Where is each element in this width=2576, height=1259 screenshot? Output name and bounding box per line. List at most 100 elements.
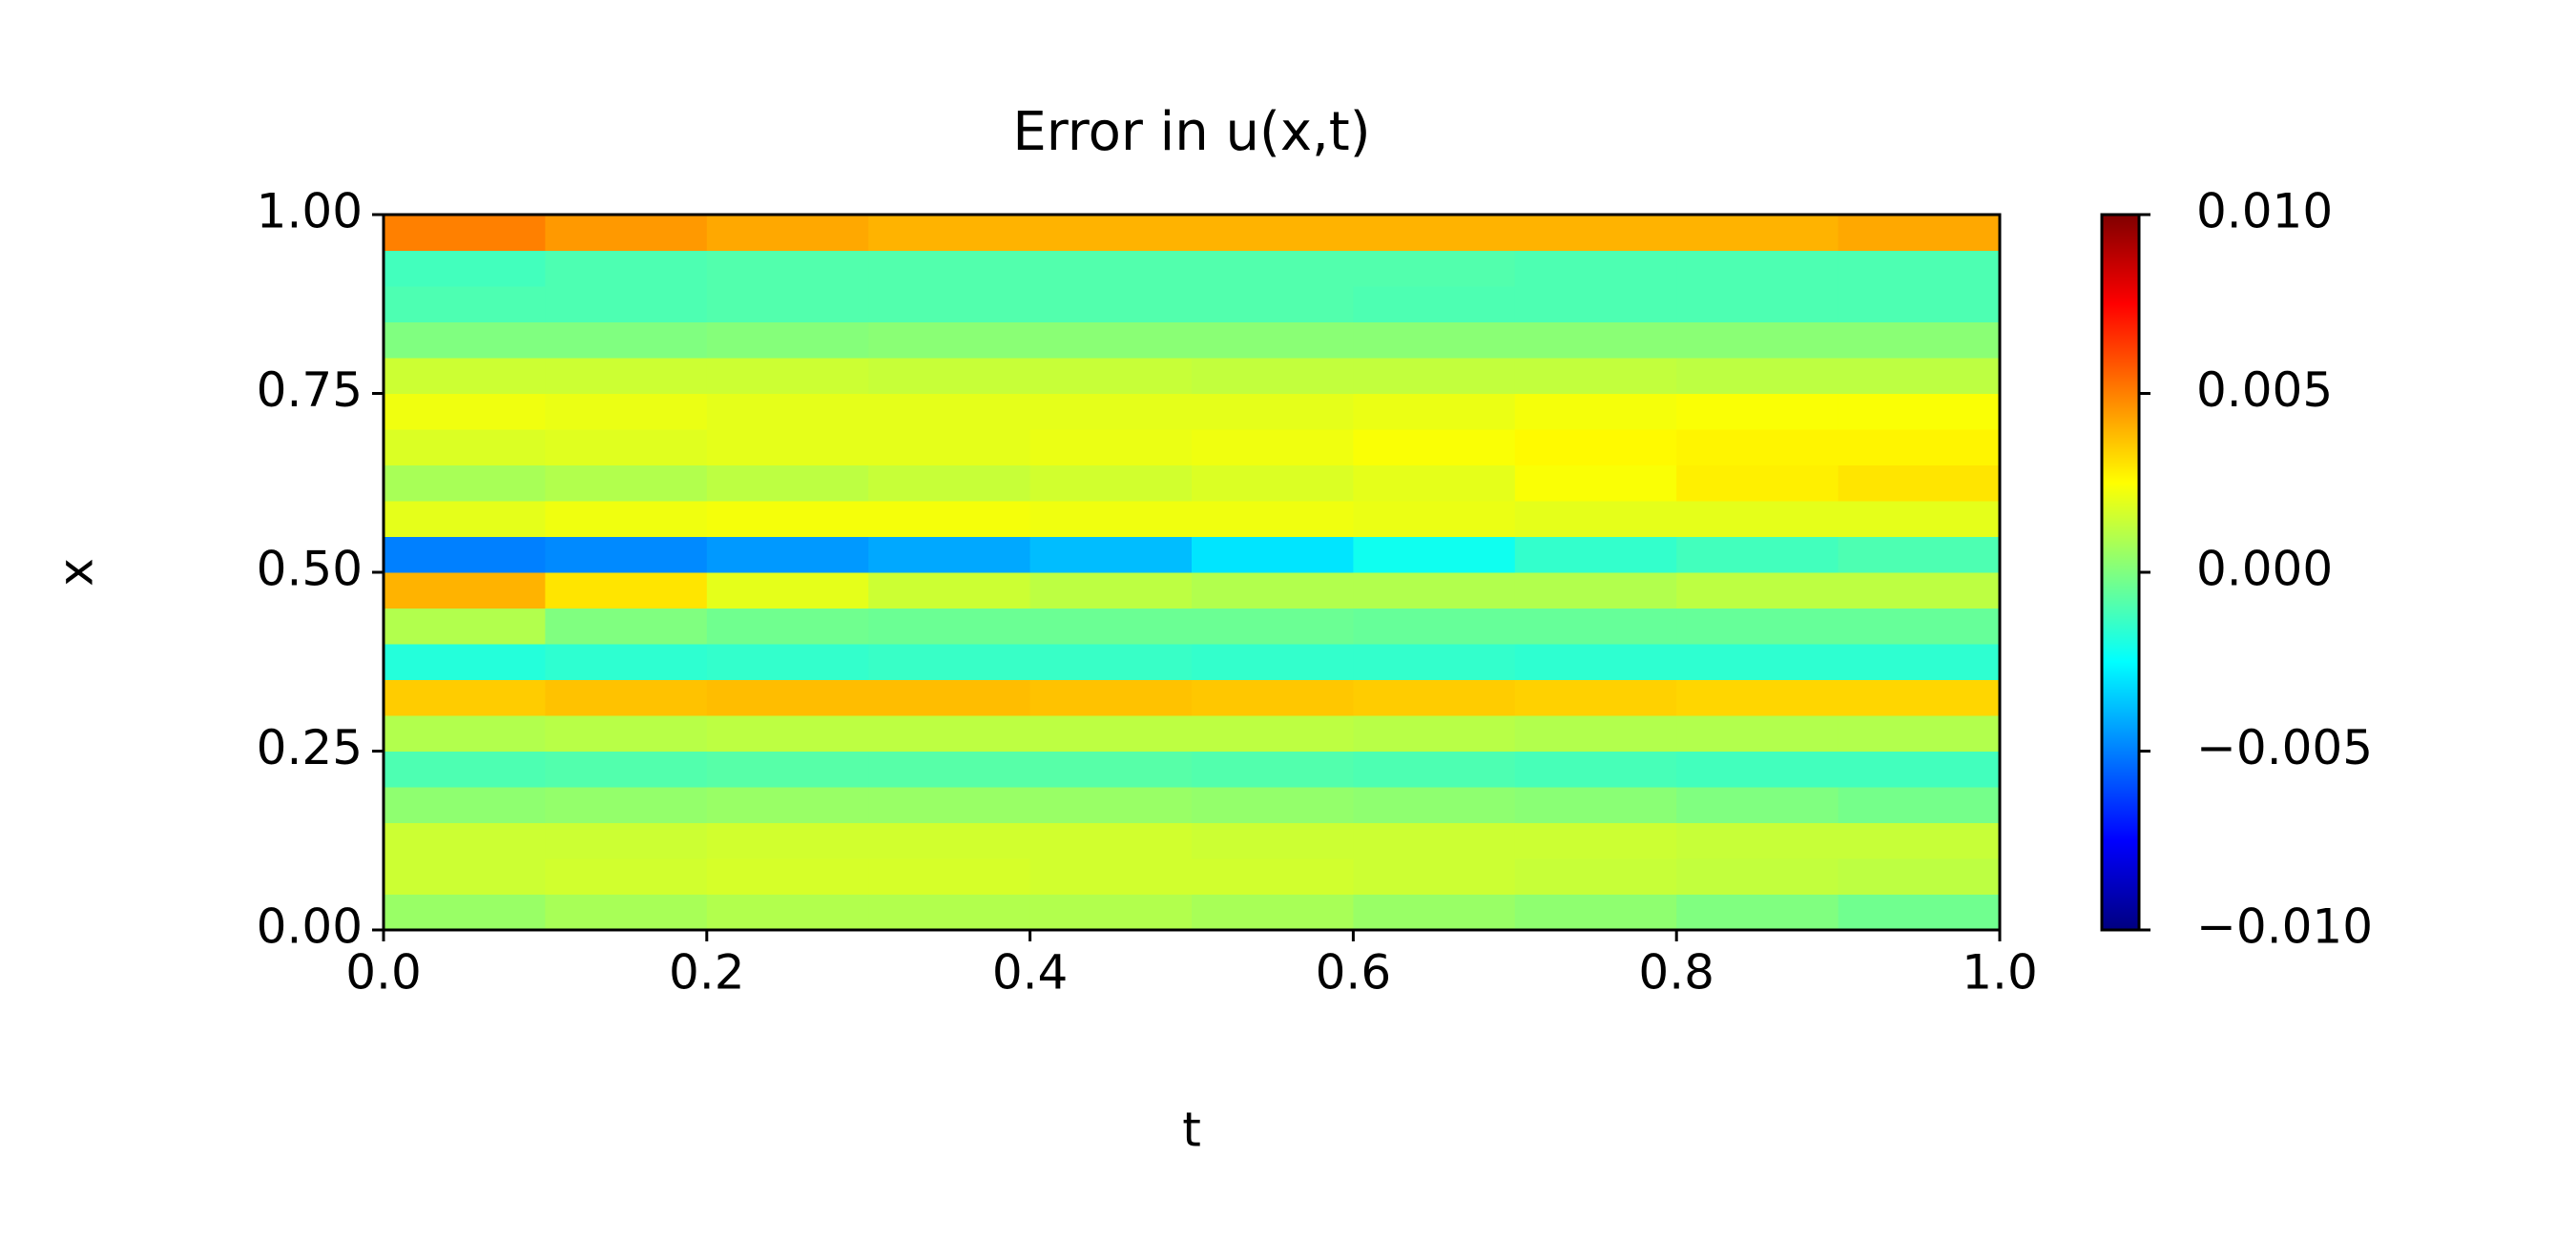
heatmap-cell — [1029, 894, 1193, 931]
heatmap-cell — [1029, 608, 1193, 645]
heatmap-cell — [868, 751, 1031, 788]
heatmap-cell — [868, 644, 1031, 680]
heatmap-cell — [1029, 429, 1193, 465]
y-tick-label: 1.00 — [257, 184, 363, 239]
heatmap-cell — [1676, 321, 1839, 359]
heatmap-cell — [1353, 572, 1516, 609]
heatmap-cell — [706, 536, 869, 573]
heatmap-cell — [545, 358, 708, 394]
heatmap-cell — [384, 644, 546, 680]
heatmap-cell — [1514, 358, 1677, 394]
heatmap-cell — [1514, 858, 1677, 895]
heatmap-cell — [1838, 286, 2001, 322]
heatmap-cell — [384, 464, 546, 502]
heatmap-cell — [706, 644, 869, 680]
heatmap-cell — [1353, 751, 1516, 788]
y-tick-label: 0.50 — [257, 542, 363, 597]
heatmap-cell — [706, 393, 869, 430]
heatmap-cell — [868, 608, 1031, 645]
heatmap-cell — [868, 215, 1031, 251]
heatmap-cell — [545, 215, 708, 251]
heatmap-cell — [868, 572, 1031, 609]
heatmap-cell — [1029, 358, 1193, 394]
heatmap-cell — [1029, 644, 1193, 680]
heatmap-cell — [1192, 644, 1354, 680]
heatmap-cell — [706, 751, 869, 788]
heatmap-cell — [1514, 501, 1677, 537]
heatmap-cell — [1838, 572, 2001, 609]
heatmap-cell — [1029, 572, 1193, 609]
heatmap-cell — [1353, 393, 1516, 430]
heatmap-cell — [1514, 429, 1677, 465]
heatmap-cell — [545, 858, 708, 895]
heatmap-cell — [1192, 358, 1354, 394]
heatmap-cell — [1353, 464, 1516, 502]
heatmap-cell — [1353, 894, 1516, 931]
heatmap-cell — [1029, 822, 1193, 859]
heatmap-cell — [1514, 751, 1677, 788]
heatmap-cell — [1514, 286, 1677, 322]
heatmap-cell — [1838, 393, 2001, 430]
heatmap-cell — [545, 286, 708, 322]
heatmap-cell — [1192, 787, 1354, 823]
heatmap-cell — [706, 464, 869, 502]
heatmap-cell — [1192, 464, 1354, 502]
heatmap-cell — [1353, 286, 1516, 322]
heatmap-cell — [1514, 608, 1677, 645]
heatmap-cell — [1192, 321, 1354, 359]
heatmap-cell — [1676, 286, 1839, 322]
heatmap-cell — [1838, 787, 2001, 823]
heatmap-cell — [1192, 429, 1354, 465]
heatmap-cell — [706, 429, 869, 465]
colorbar-tick-label: 0.000 — [2196, 542, 2333, 597]
heatmap-cell — [1192, 822, 1354, 859]
heatmap-cell — [1029, 393, 1193, 430]
heatmap-cell — [1838, 429, 2001, 465]
heatmap-cell — [1029, 679, 1193, 716]
x-tick-label: 0.6 — [1316, 945, 1392, 1001]
heatmap-cell — [1353, 715, 1516, 752]
heatmap-cell — [706, 215, 869, 251]
heatmap-cell — [1029, 536, 1193, 573]
heatmap-cell — [868, 501, 1031, 537]
heatmap-cell — [1514, 536, 1677, 573]
heatmap-cell — [1029, 464, 1193, 502]
heatmap-cell — [1676, 644, 1839, 680]
heatmap-cell — [868, 250, 1031, 287]
heatmap-cell — [706, 572, 869, 609]
x-tick-label: 0.2 — [669, 945, 745, 1001]
heatmap-cell — [1353, 679, 1516, 716]
heatmap-cell — [1838, 464, 2001, 502]
heatmap-cell — [1838, 501, 2001, 537]
heatmap-cell — [545, 321, 708, 359]
heatmap-cell — [1029, 215, 1193, 251]
heatmap-cell — [1192, 572, 1354, 609]
heatmap-cell — [706, 679, 869, 716]
heatmap-cell — [1838, 894, 2001, 931]
x-tick-label: 0.4 — [992, 945, 1069, 1001]
heatmap-cell — [1029, 751, 1193, 788]
heatmap-cell — [1676, 536, 1839, 573]
heatmap-cell — [545, 644, 708, 680]
heatmap-cell — [868, 429, 1031, 465]
heatmap-cell — [1192, 286, 1354, 322]
heatmap-cell — [1838, 358, 2001, 394]
heatmap-cell — [384, 858, 546, 895]
heatmap-cell — [545, 608, 708, 645]
heatmap-cell — [545, 894, 708, 931]
heatmap-cell — [1838, 215, 2001, 251]
heatmap-cell — [545, 715, 708, 752]
heatmap-cell — [706, 358, 869, 394]
heatmap-cell — [1838, 250, 2001, 287]
heatmap-cell — [868, 787, 1031, 823]
heatmap-cell — [706, 250, 869, 287]
heatmap-cell — [384, 358, 546, 394]
heatmap-cell — [1514, 572, 1677, 609]
heatmap-cell — [1514, 644, 1677, 680]
heatmap-cell — [1838, 858, 2001, 895]
x-tick-label: 1.0 — [1962, 945, 2038, 1001]
heatmap-cell — [1676, 858, 1839, 895]
heatmap-cell — [1838, 608, 2001, 645]
heatmap-cell — [384, 321, 546, 359]
heatmap-cell — [545, 250, 708, 287]
